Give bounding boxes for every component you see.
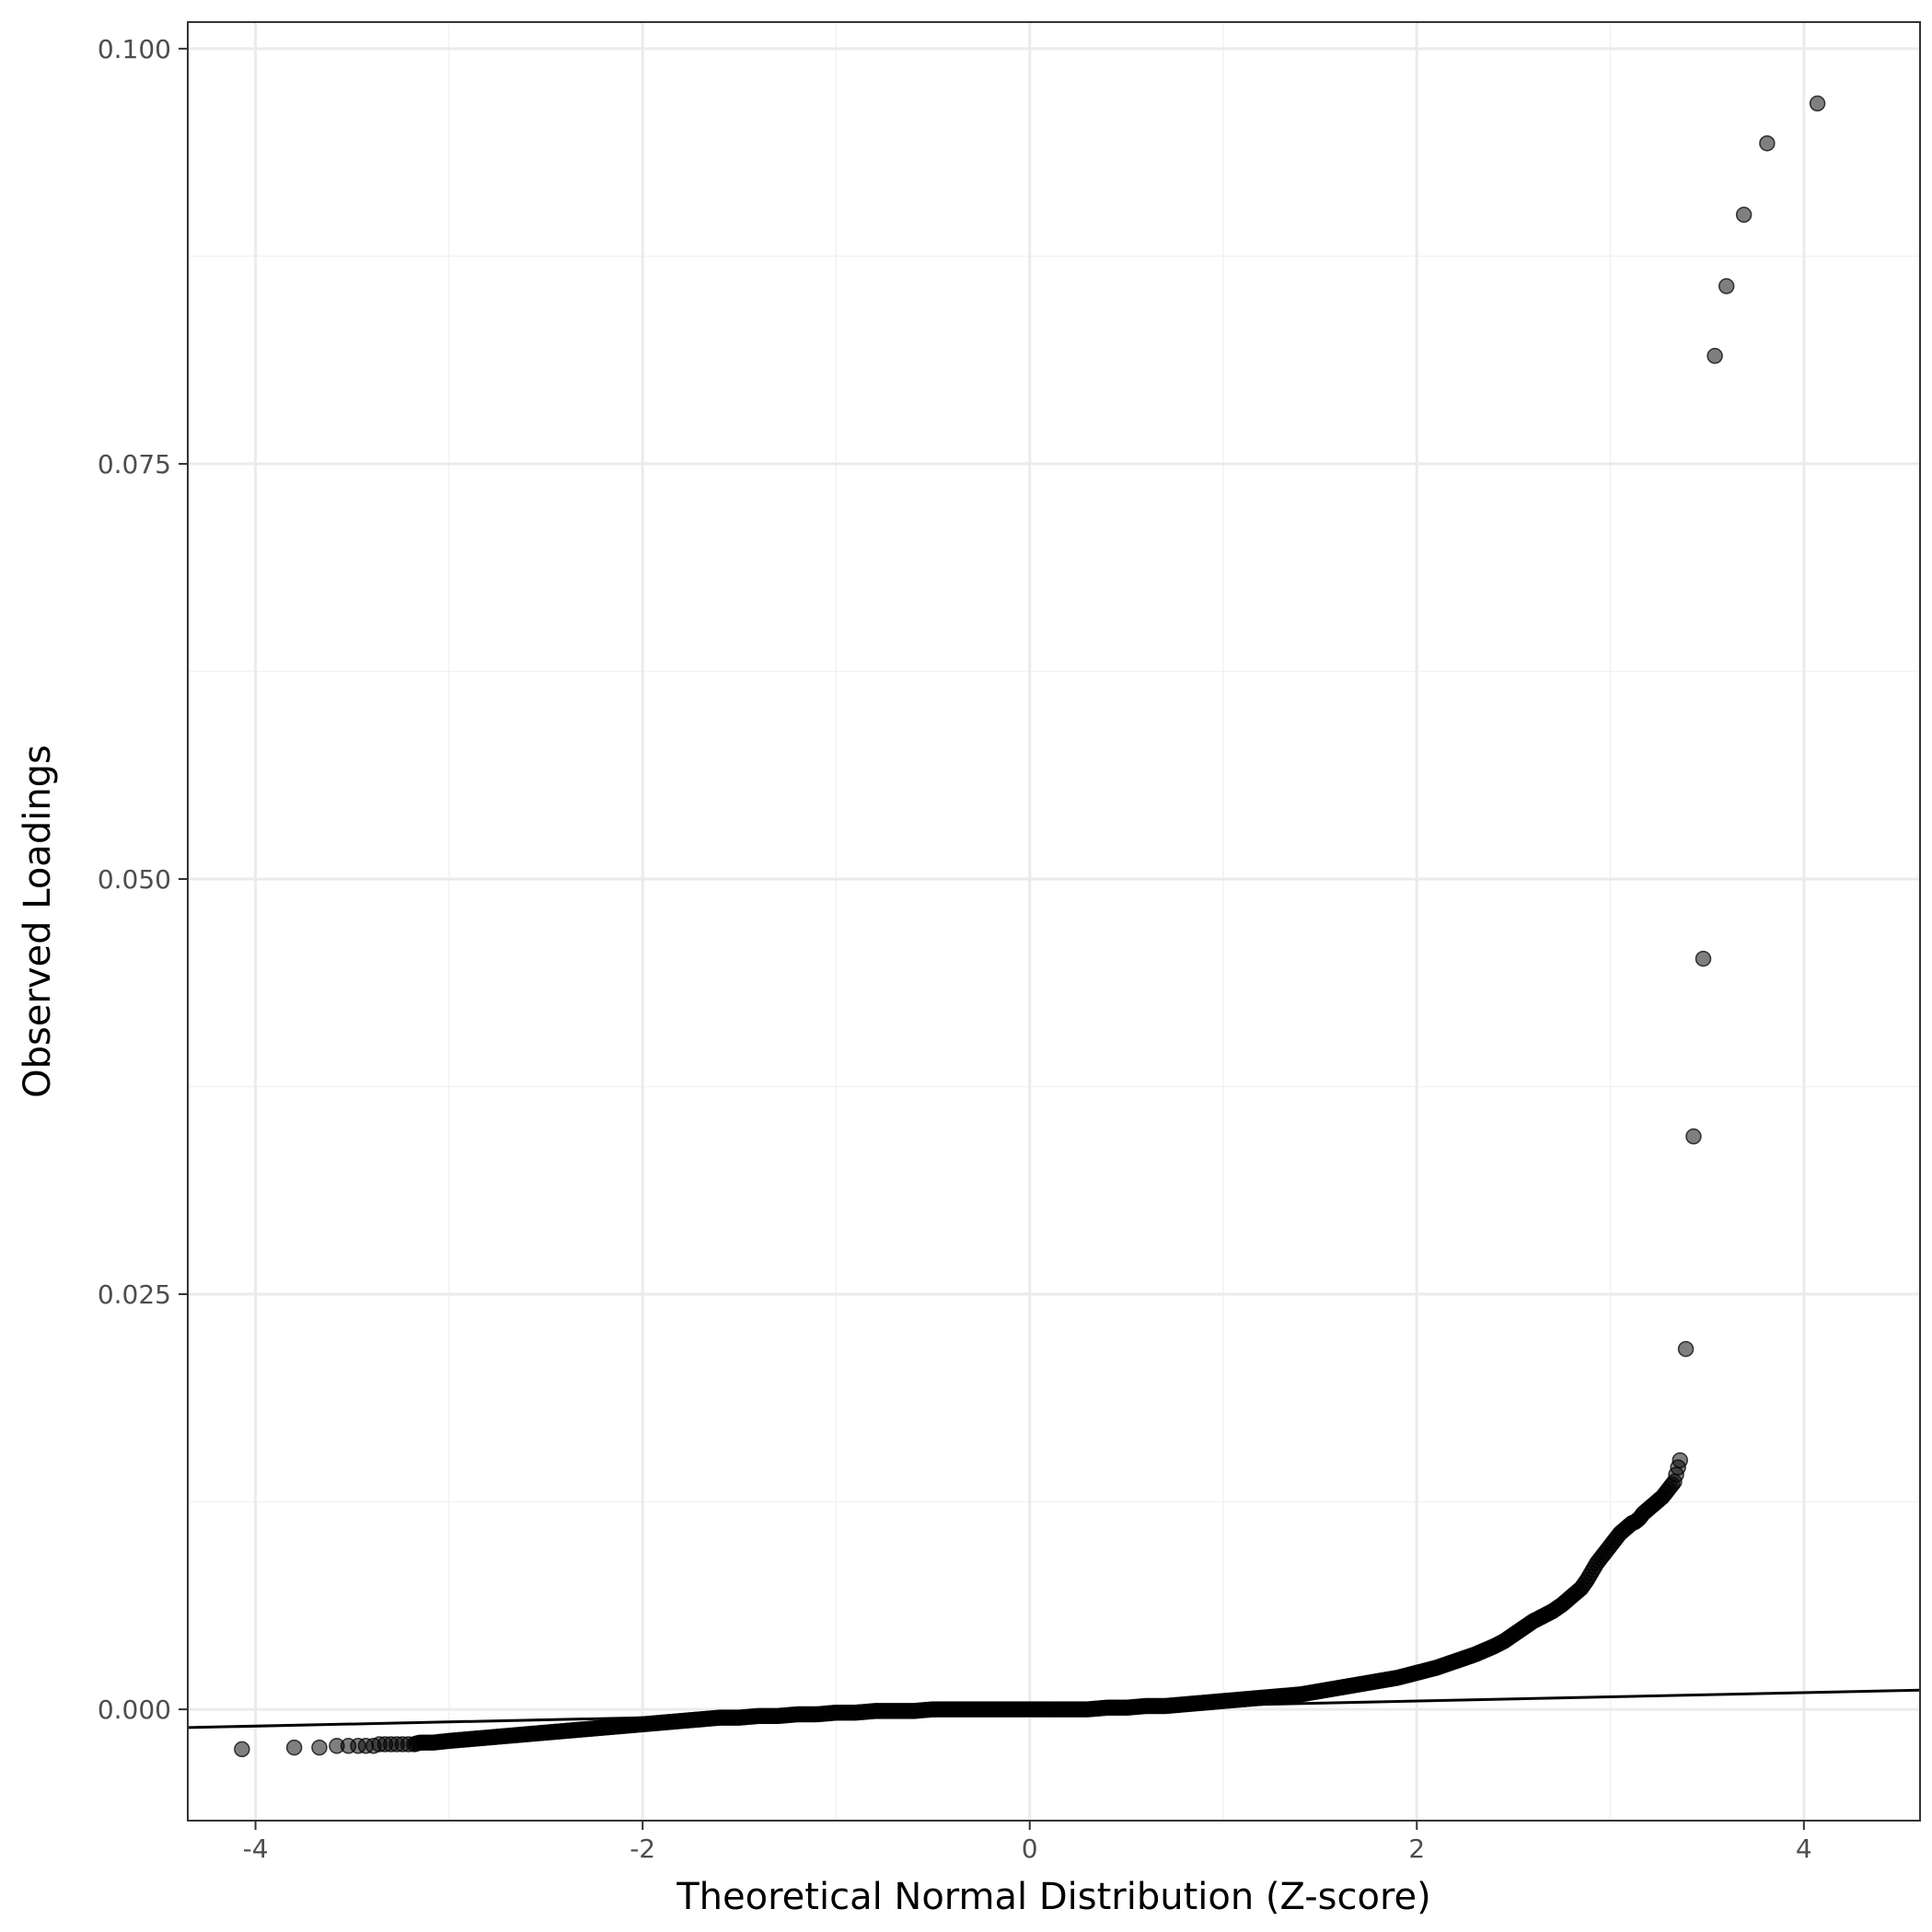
x-axis-ticks: -4 -2 0 2 4 [243, 1821, 1812, 1864]
minor-gridlines [188, 22, 1920, 1821]
y-tick-label: 0.100 [98, 34, 171, 64]
data-point [1672, 1452, 1689, 1469]
x-tick-label: 2 [1408, 1834, 1425, 1864]
x-tick-label: -2 [630, 1834, 655, 1864]
data-point [1685, 1128, 1702, 1145]
data-point [1809, 95, 1826, 112]
x-axis-title: Theoretical Normal Distribution (Z-score… [676, 1876, 1431, 1918]
y-tick-label: 0.050 [98, 864, 171, 895]
data-point [1695, 950, 1712, 967]
data-point [1735, 206, 1753, 224]
y-axis-ticks: 0.000 0.025 0.050 0.075 0.100 [98, 34, 188, 1725]
data-point [1718, 278, 1735, 295]
y-tick-label: 0.000 [98, 1695, 171, 1725]
data-point [234, 1741, 250, 1758]
y-tick-label: 0.075 [98, 449, 171, 480]
panel-border [187, 21, 1921, 1822]
y-tick-label: 0.025 [98, 1279, 171, 1310]
data-point [311, 1739, 328, 1756]
x-tick-label: -4 [243, 1834, 269, 1864]
x-tick-label: 4 [1796, 1834, 1812, 1864]
data-points [234, 95, 1826, 1758]
data-point [1759, 134, 1776, 152]
data-point [1677, 1340, 1695, 1358]
data-point [1706, 347, 1723, 364]
y-axis-title: Observed Loadings [17, 745, 59, 1098]
x-tick-label: 0 [1022, 1834, 1038, 1864]
data-point [285, 1739, 303, 1756]
